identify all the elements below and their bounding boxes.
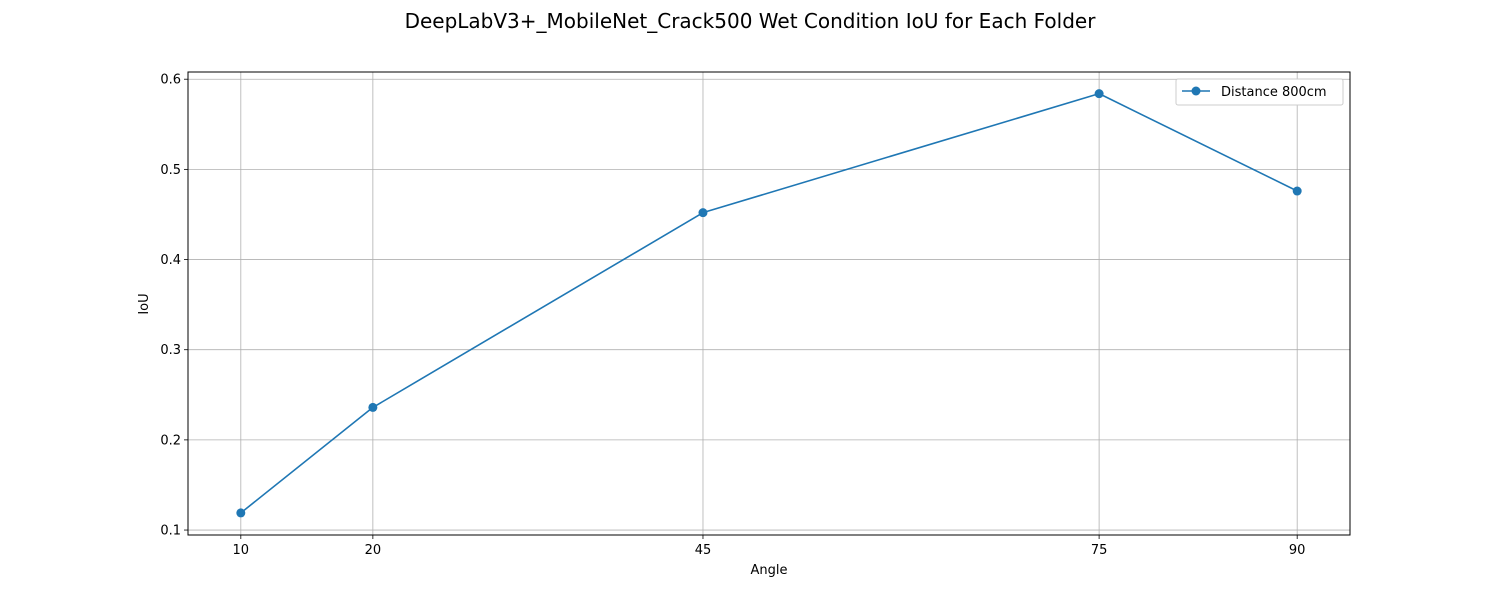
data-point bbox=[368, 402, 378, 412]
data-point bbox=[1094, 89, 1104, 99]
y-tick-label: 0.5 bbox=[160, 163, 181, 178]
y-tick-label: 0.4 bbox=[160, 253, 181, 268]
data-point bbox=[236, 508, 246, 518]
legend-label: Distance 800cm bbox=[1221, 85, 1327, 100]
data-point bbox=[698, 208, 708, 218]
grid bbox=[188, 72, 1350, 535]
x-tick-label: 90 bbox=[1289, 543, 1306, 558]
y-tick-label: 0.6 bbox=[160, 73, 181, 88]
legend-marker bbox=[1191, 86, 1201, 96]
y-tick-label: 0.1 bbox=[160, 524, 181, 539]
series-layer bbox=[236, 89, 1302, 518]
x-tick-label: 10 bbox=[233, 543, 250, 558]
data-point bbox=[1292, 186, 1302, 196]
x-tick-label: 75 bbox=[1091, 543, 1108, 558]
y-axis-label: IoU bbox=[137, 293, 152, 314]
chart-title: DeepLabV3+_MobileNet_Crack500 Wet Condit… bbox=[405, 9, 1097, 33]
y-tick-label: 0.2 bbox=[160, 433, 181, 448]
legend-box bbox=[1175, 78, 1344, 106]
plot-area-frame bbox=[187, 71, 1351, 536]
x-axis-label: Angle bbox=[751, 563, 788, 578]
axis-ticks: 10 20 45 75 90 0.1 0.2 0.3 0.4 0.5 0.6 bbox=[160, 73, 1305, 558]
y-tick-label: 0.3 bbox=[160, 343, 181, 358]
x-tick-label: 20 bbox=[365, 543, 382, 558]
legend: Distance 800cm bbox=[1175, 78, 1344, 106]
x-tick-label: 45 bbox=[695, 543, 712, 558]
